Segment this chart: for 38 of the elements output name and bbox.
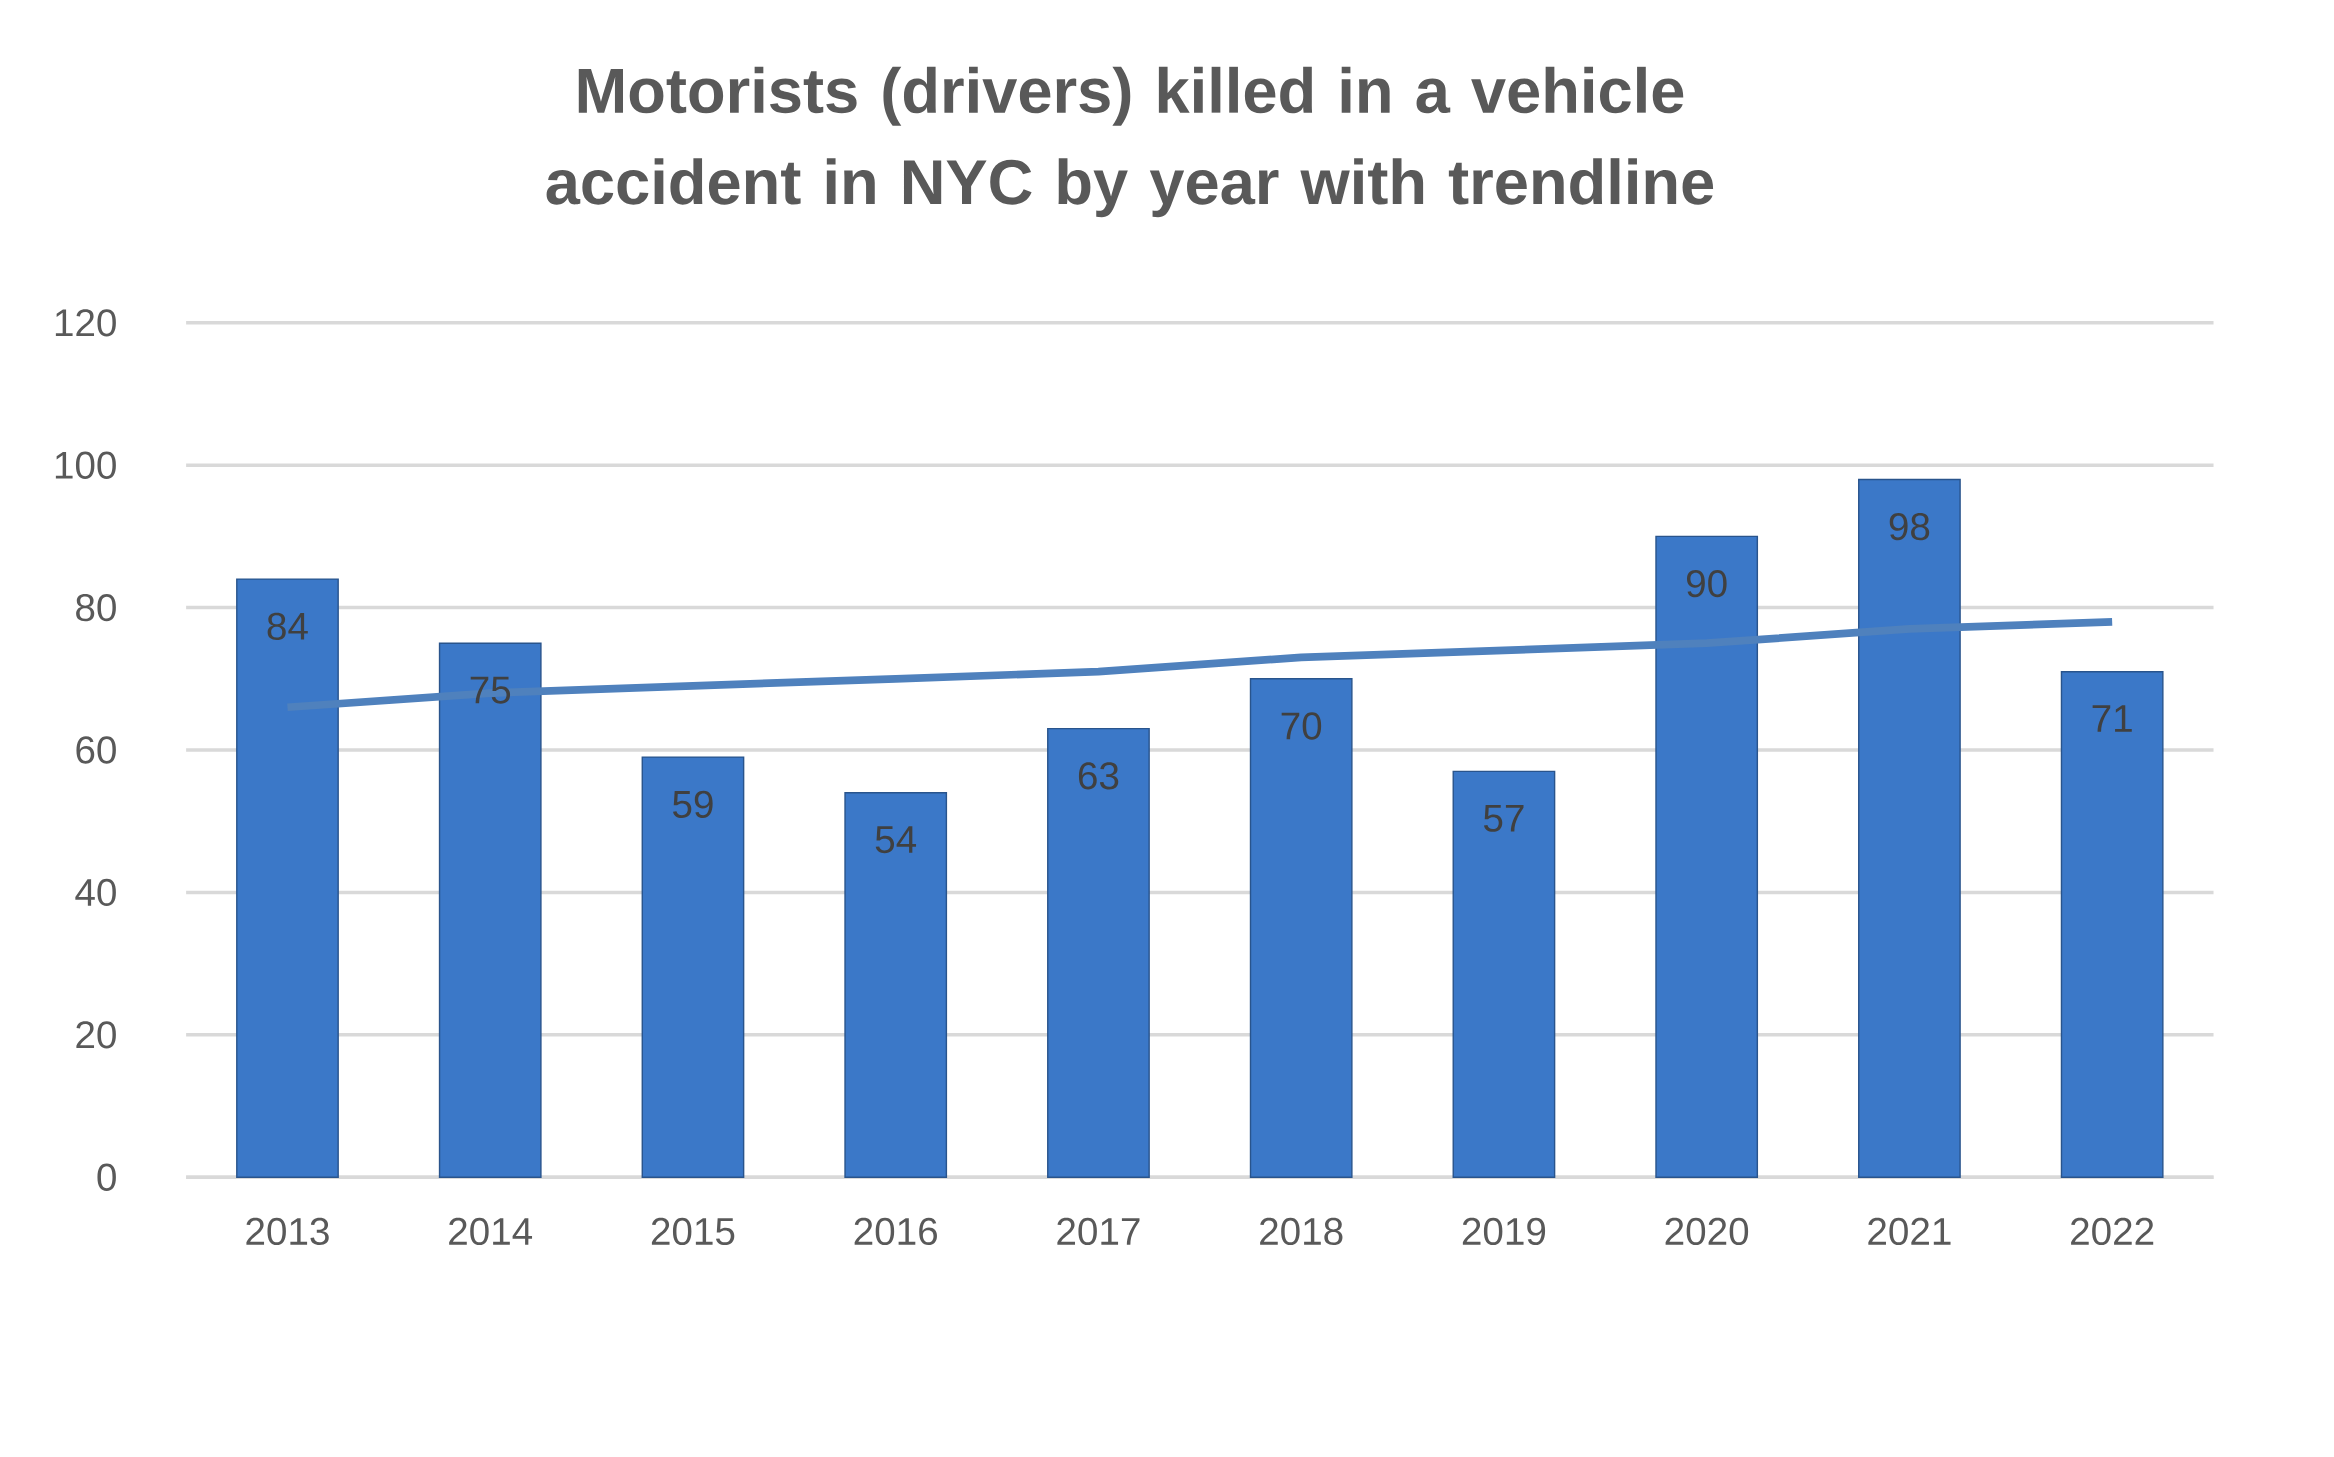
data-label: 59 — [673, 790, 713, 818]
bar — [844, 791, 948, 1178]
x-tick-label: 2017 — [1057, 1217, 1140, 1246]
data-label: 71 — [2092, 705, 2132, 732]
x-tick-label: 2022 — [2071, 1217, 2154, 1246]
x-tick-label: 2015 — [651, 1217, 735, 1246]
y-tick-label: 20 — [76, 1021, 116, 1049]
bar — [1452, 770, 1556, 1178]
chart-title: Motorists (drivers) killed in a vehicle accident in NYC by year with trendline — [546, 66, 1714, 218]
bar — [1249, 678, 1353, 1178]
bar — [1655, 535, 1759, 1178]
data-label: 98 — [1889, 512, 1930, 541]
y-tick-label: 40 — [75, 878, 116, 907]
bar — [236, 578, 339, 1178]
y-tick-label: 100 — [55, 451, 116, 479]
data-label: 63 — [1078, 762, 1119, 790]
data-label: 57 — [1483, 804, 1524, 832]
x-tick-label: 2019 — [1462, 1217, 1546, 1246]
x-tick-label: 2016 — [854, 1217, 937, 1246]
bar — [1047, 727, 1150, 1178]
y-tick-label: 80 — [76, 593, 116, 622]
data-label: 75 — [470, 676, 511, 704]
data-label: 90 — [1686, 569, 1727, 598]
data-label: 54 — [875, 826, 917, 854]
x-tick-label: 2018 — [1260, 1217, 1343, 1246]
data-label: 70 — [1281, 712, 1322, 740]
x-tick-label: 2021 — [1868, 1217, 1951, 1246]
bar — [1858, 478, 1961, 1178]
y-tick-label: 0 — [97, 1163, 116, 1191]
x-tick-label: 2014 — [449, 1217, 533, 1246]
x-tick-label: 2020 — [1665, 1217, 1749, 1246]
y-tick-label: 120 — [55, 309, 116, 337]
x-tick-label: 2013 — [246, 1217, 329, 1246]
y-tick-label: 60 — [76, 736, 116, 764]
bar — [2060, 670, 2164, 1178]
bar — [641, 756, 745, 1178]
bar — [438, 642, 542, 1178]
data-label: 84 — [267, 612, 308, 640]
